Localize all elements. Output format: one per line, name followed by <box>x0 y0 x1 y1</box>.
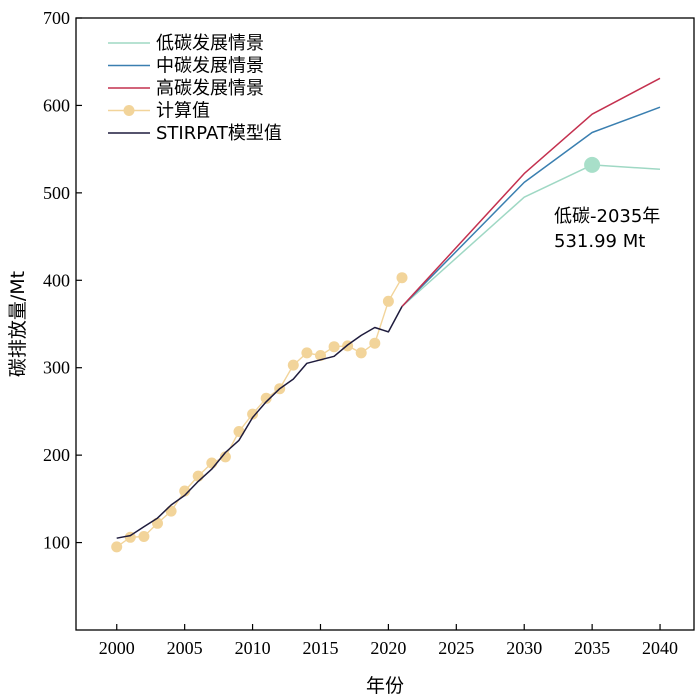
data-point-2010 <box>247 408 259 420</box>
x-tick-label-2010: 2010 <box>235 638 271 658</box>
data-point-2020 <box>382 295 394 307</box>
legend-label-2: 高碳发展情景 <box>156 78 264 99</box>
data-point-2005 <box>179 485 191 497</box>
x-tick-label-2000: 2000 <box>99 638 135 658</box>
data-point-2016 <box>328 341 340 353</box>
x-axis-title: 年份 <box>366 675 404 697</box>
x-tick-label-2020: 2020 <box>370 638 406 658</box>
data-point-2011 <box>260 392 272 404</box>
x-tick-label-2005: 2005 <box>167 638 203 658</box>
y-tick-label-700: 700 <box>43 8 70 28</box>
data-point-2004 <box>165 505 177 517</box>
series-layer <box>111 77 661 553</box>
legend-item-3: 计算值 <box>108 101 210 122</box>
x-tick-label-2035: 2035 <box>574 638 610 658</box>
data-point-2021 <box>396 272 408 284</box>
legend-item-4: STIRPAT模型值 <box>108 123 282 144</box>
series-3 <box>111 272 408 553</box>
x-tick-label-2015: 2015 <box>302 638 338 658</box>
data-point-2013 <box>287 359 299 371</box>
plot-frame <box>75 17 695 631</box>
data-point-2014 <box>301 347 313 359</box>
annotation: 低碳-2035年 531.99 Mt <box>554 156 660 252</box>
series-line-2 <box>401 77 661 308</box>
x-tick-label-2030: 2030 <box>506 638 542 658</box>
annotation-value: 531.99 Mt <box>554 231 645 252</box>
y-tick-label-200: 200 <box>43 445 70 465</box>
legend-label-1: 中碳发展情景 <box>156 56 264 77</box>
series-line-4 <box>116 306 403 539</box>
y-axis-title: 碳排放量/Mt <box>7 271 29 377</box>
data-point-2006 <box>192 470 204 482</box>
series-1 <box>401 106 661 308</box>
data-point-2009 <box>233 426 245 437</box>
legend-marker-3 <box>123 105 135 116</box>
legend-label-0: 低碳发展情景 <box>156 33 264 54</box>
x-tick-label-2025: 2025 <box>438 638 474 658</box>
data-point-2007 <box>206 457 218 469</box>
legend-label-3: 计算值 <box>156 101 210 122</box>
annotation-marker <box>584 156 601 173</box>
series-2 <box>401 77 661 308</box>
legend-item-1: 中碳发展情景 <box>108 56 264 77</box>
series-line-0 <box>401 164 661 308</box>
data-point-2002 <box>138 531 150 542</box>
series-line-1 <box>401 106 661 308</box>
annotation-label: 低碳-2035年 <box>554 206 660 227</box>
legend-item-0: 低碳发展情景 <box>108 33 264 54</box>
axis-ticks: 2000 2005 2010 2015 2020 2025 2030 2035 2040 100 2… <box>43 8 678 658</box>
x-tick-label-2040: 2040 <box>642 638 678 658</box>
data-point-2018 <box>355 347 367 359</box>
series-0 <box>401 164 661 308</box>
series-4 <box>116 306 403 539</box>
legend-item-2: 高碳发展情景 <box>108 78 264 99</box>
y-tick-label-100: 100 <box>43 533 70 553</box>
y-tick-label-300: 300 <box>43 358 70 378</box>
data-point-2000 <box>111 541 123 553</box>
legend-label-4: STIRPAT模型值 <box>156 123 282 144</box>
data-point-2015 <box>315 350 326 361</box>
data-point-2019 <box>369 337 381 349</box>
y-tick-label-500: 500 <box>43 183 70 203</box>
data-point-2003 <box>152 517 163 529</box>
series-line-3 <box>116 277 403 548</box>
y-tick-label-600: 600 <box>43 95 70 115</box>
y-tick-label-400: 400 <box>43 270 70 290</box>
data-point-2008 <box>219 451 231 463</box>
